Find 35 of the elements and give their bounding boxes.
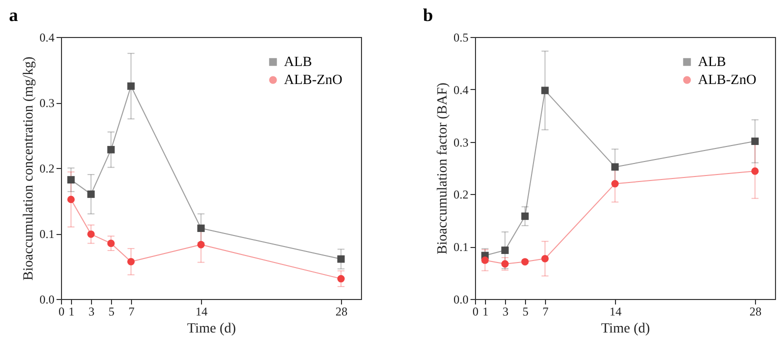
x-tick-label: 5 <box>522 304 528 318</box>
y-tick-label: 0.2 <box>40 162 54 176</box>
x-tick-label: 14 <box>610 304 622 318</box>
y-tick-label: 0.5 <box>454 30 468 44</box>
x-tick-label: 28 <box>336 304 348 318</box>
y-tick-label: 0.0 <box>40 292 54 306</box>
x-tick-label: 0 <box>58 304 64 318</box>
y-tick-label: 0.1 <box>454 240 468 254</box>
chart-title: b <box>423 5 434 25</box>
y-tick-label: 0.3 <box>40 96 54 110</box>
x-tick-label: 1 <box>68 304 74 318</box>
x-tick-label: 7 <box>542 304 548 318</box>
x-tick-label: 5 <box>108 304 114 318</box>
x-tick-label: 0 <box>472 304 478 318</box>
y-tick-label: 0.3 <box>454 135 468 150</box>
chart-title: a <box>9 5 18 25</box>
x-tick-label: 28 <box>750 304 762 318</box>
y-axis-title: Bioaccumulation factor (BAF) <box>436 82 450 254</box>
y-tick-label: 0.0 <box>454 292 468 306</box>
y-axis-title: Bioaccumulation concentration (mg/kg) <box>22 56 36 280</box>
y-tick-label: 0.4 <box>454 82 468 97</box>
legend-label: ALB-ZnO <box>698 73 756 88</box>
x-tick-label: 3 <box>502 304 508 318</box>
legend-label: ALB-ZnO <box>284 73 342 88</box>
legend-label: ALB <box>698 55 726 70</box>
x-axis-title: Time (d) <box>601 322 650 336</box>
legend-label: ALB <box>284 55 312 70</box>
x-axis-title: Time (d) <box>187 322 236 336</box>
x-tick-label: 14 <box>196 304 208 318</box>
x-tick-label: 1 <box>482 304 488 318</box>
y-tick-label: 0.2 <box>454 188 468 202</box>
y-tick-label: 0.4 <box>40 30 54 44</box>
x-tick-label: 3 <box>88 304 94 318</box>
y-tick-label: 0.1 <box>40 227 54 241</box>
x-tick-label: 7 <box>128 304 134 318</box>
